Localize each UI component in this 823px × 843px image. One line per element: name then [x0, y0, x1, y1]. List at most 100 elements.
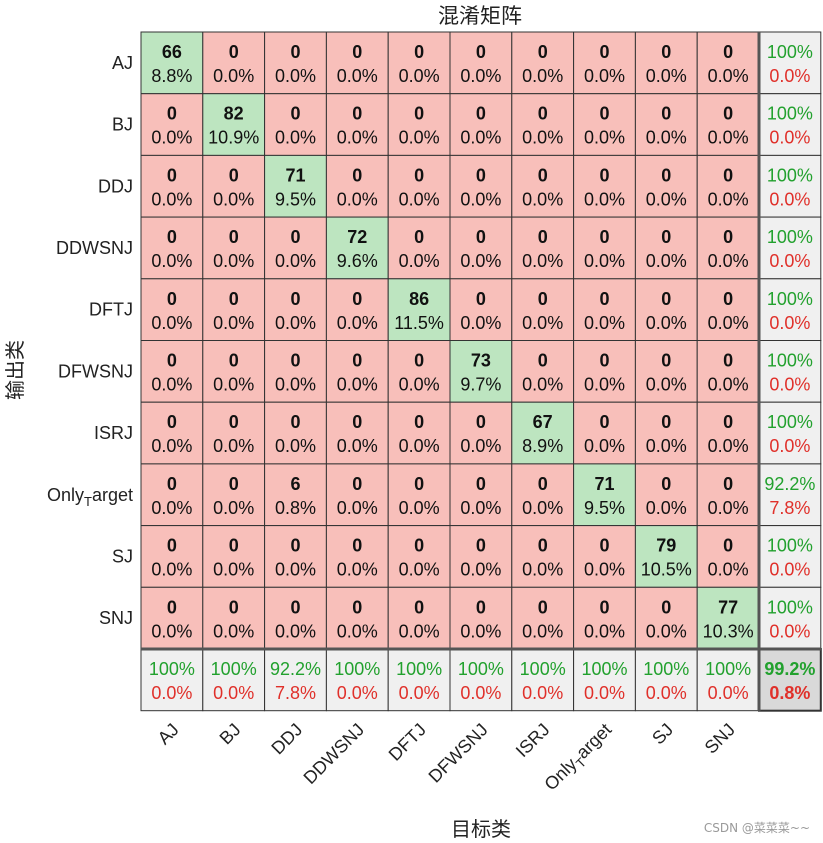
cell-count: 0 — [599, 412, 609, 432]
cell-percent: 0.0% — [337, 375, 378, 395]
cell-percent: 0.0% — [337, 560, 378, 580]
cell-percent: 0.0% — [708, 128, 749, 148]
matrix-cell — [202, 525, 266, 588]
col-summary-correct: 100% — [643, 659, 689, 679]
cell-count: 0 — [352, 104, 362, 124]
col-summary-wrong: 0.0% — [337, 683, 378, 703]
matrix-cell — [696, 31, 760, 95]
col-label: DFWSNJ — [425, 719, 492, 786]
matrix-cell — [573, 278, 636, 341]
cell-count: 0 — [476, 104, 486, 124]
row-summary-cell — [758, 463, 822, 527]
matrix-cell — [573, 401, 636, 465]
cell-count: 0 — [290, 597, 300, 617]
col-summary-cell — [140, 648, 204, 712]
overall-cell — [758, 648, 822, 712]
cell-percent: 0.0% — [337, 436, 378, 456]
cell-count: 0 — [290, 351, 300, 371]
row-summary-correct: 100% — [767, 289, 813, 309]
cell-count: 0 — [723, 289, 733, 309]
row-summary-correct: 100% — [767, 104, 813, 124]
cell-count: 0 — [229, 474, 239, 494]
cell-count: 0 — [538, 227, 548, 247]
matrix-cell — [202, 93, 266, 156]
cell-count: 0 — [599, 351, 609, 371]
row-summary-correct: 100% — [767, 351, 813, 371]
cell-percent: 0.0% — [399, 251, 440, 271]
matrix-cell — [325, 463, 389, 527]
cell-percent: 9.5% — [584, 498, 625, 518]
col-summary-cell — [696, 648, 760, 712]
cell-count: 0 — [661, 412, 671, 432]
matrix-cell — [387, 586, 451, 650]
cell-count: 0 — [167, 227, 177, 247]
cell-percent: 0.0% — [337, 313, 378, 333]
cell-count: 86 — [409, 289, 429, 309]
matrix-cell — [140, 525, 204, 588]
matrix-cell — [511, 401, 575, 465]
cell-percent: 0.0% — [708, 66, 749, 86]
cell-percent: 8.8% — [151, 66, 192, 86]
cell-percent: 0.0% — [522, 251, 563, 271]
cell-count: 0 — [167, 597, 177, 617]
matrix-cell — [511, 154, 575, 218]
matrix-cell — [573, 93, 636, 156]
col-summary-wrong: 0.0% — [708, 683, 749, 703]
cell-percent: 0.0% — [275, 436, 316, 456]
row-summary-wrong: 0.0% — [769, 251, 810, 271]
cell-percent: 0.0% — [275, 375, 316, 395]
row-summary-correct: 100% — [767, 536, 813, 556]
cell-count: 0 — [167, 289, 177, 309]
col-label: DDWSNJ — [300, 719, 369, 788]
col-summary-cell — [264, 648, 327, 712]
cell-percent: 0.0% — [399, 189, 440, 209]
cell-count: 0 — [414, 597, 424, 617]
cell-percent: 0.0% — [460, 498, 501, 518]
cell-count: 0 — [476, 42, 486, 62]
matrix-cell — [511, 93, 575, 156]
cell-count: 0 — [661, 165, 671, 185]
matrix-cell — [264, 463, 327, 527]
cell-count: 0 — [661, 351, 671, 371]
matrix-cell — [634, 216, 698, 280]
row-summary-wrong: 0.0% — [769, 621, 810, 641]
cell-count: 79 — [656, 536, 676, 556]
cell-count: 0 — [414, 165, 424, 185]
cell-percent: 0.0% — [399, 375, 440, 395]
cell-count: 0 — [229, 227, 239, 247]
col-label: AJ — [154, 719, 183, 748]
col-label: OnlyTarget — [540, 719, 618, 797]
col-label: SNJ — [701, 719, 739, 757]
row-summary-cell — [758, 154, 822, 218]
cell-percent: 0.0% — [337, 498, 378, 518]
cell-count: 0 — [290, 227, 300, 247]
cell-percent: 0.0% — [708, 251, 749, 271]
cell-count: 82 — [224, 104, 244, 124]
row-summary-cell — [758, 216, 822, 280]
matrix-cell — [511, 463, 575, 527]
cell-percent: 0.0% — [213, 436, 254, 456]
cell-percent: 0.0% — [646, 313, 687, 333]
matrix-cell — [634, 401, 698, 465]
cell-count: 0 — [661, 474, 671, 494]
row-summary-cell — [758, 340, 822, 403]
matrix-cell — [325, 586, 389, 650]
row-label: DFWSNJ — [58, 361, 133, 381]
cell-percent: 0.0% — [399, 128, 440, 148]
cell-percent: 0.0% — [151, 251, 192, 271]
matrix-cell — [325, 340, 389, 403]
cell-count: 0 — [599, 165, 609, 185]
cell-count: 0 — [599, 42, 609, 62]
cell-percent: 10.9% — [208, 128, 259, 148]
col-summary-correct: 92.2% — [270, 659, 321, 679]
cell-count: 73 — [471, 351, 491, 371]
cell-count: 0 — [352, 42, 362, 62]
cell-percent: 0.0% — [275, 128, 316, 148]
cell-count: 0 — [661, 289, 671, 309]
cell-percent: 0.0% — [151, 313, 192, 333]
cell-count: 0 — [661, 227, 671, 247]
matrix-cell — [511, 278, 575, 341]
cell-percent: 9.5% — [275, 189, 316, 209]
matrix-cell — [387, 340, 451, 403]
matrix-cell — [387, 154, 451, 218]
